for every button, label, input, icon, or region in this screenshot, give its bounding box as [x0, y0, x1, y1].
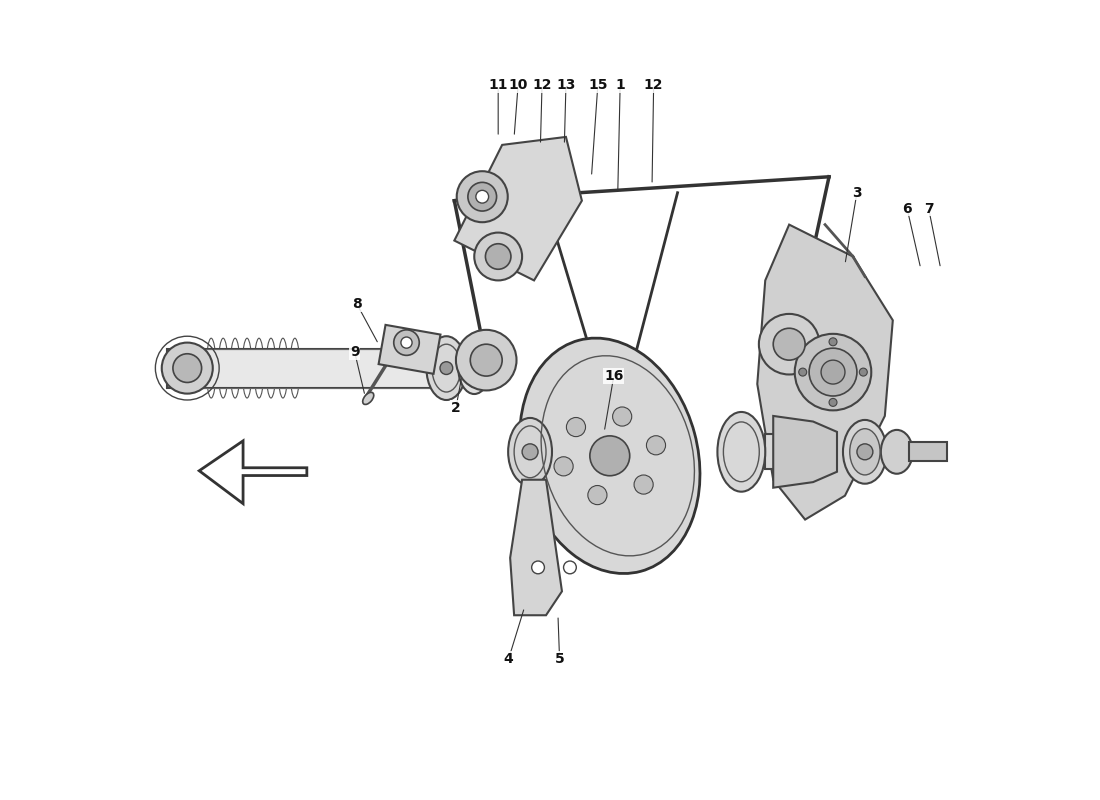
Circle shape: [531, 561, 544, 574]
Ellipse shape: [508, 418, 552, 486]
Circle shape: [471, 344, 503, 376]
Circle shape: [829, 398, 837, 406]
Text: 7: 7: [924, 202, 934, 216]
Circle shape: [400, 337, 412, 348]
Ellipse shape: [843, 420, 887, 484]
Ellipse shape: [519, 338, 700, 574]
Circle shape: [522, 444, 538, 460]
Circle shape: [859, 368, 867, 376]
Polygon shape: [773, 416, 837, 488]
Circle shape: [456, 171, 508, 222]
Text: 5: 5: [554, 652, 564, 666]
Circle shape: [394, 330, 419, 355]
Text: 9: 9: [350, 345, 360, 359]
Text: 15: 15: [588, 78, 607, 92]
Text: 1: 1: [615, 78, 625, 92]
Circle shape: [829, 338, 837, 346]
Ellipse shape: [427, 336, 466, 400]
Circle shape: [799, 368, 806, 376]
Circle shape: [566, 418, 585, 437]
Circle shape: [647, 436, 666, 455]
Ellipse shape: [881, 430, 913, 474]
Text: 3: 3: [852, 186, 861, 200]
Polygon shape: [510, 480, 562, 615]
Circle shape: [587, 486, 607, 505]
Text: 6: 6: [902, 202, 912, 216]
Text: 4: 4: [504, 652, 514, 666]
Bar: [909, 442, 947, 462]
Polygon shape: [757, 225, 893, 519]
Ellipse shape: [717, 412, 766, 492]
Text: 12: 12: [644, 78, 663, 92]
Circle shape: [613, 407, 631, 426]
Circle shape: [476, 190, 488, 203]
Bar: [167, 349, 447, 388]
Circle shape: [474, 233, 522, 281]
Text: 11: 11: [488, 78, 508, 92]
Circle shape: [590, 436, 629, 476]
Circle shape: [455, 330, 517, 390]
Circle shape: [759, 314, 820, 374]
Text: 12: 12: [532, 78, 552, 92]
Bar: [766, 434, 829, 470]
Text: 16: 16: [604, 369, 624, 383]
Circle shape: [821, 360, 845, 384]
Ellipse shape: [850, 429, 880, 475]
Circle shape: [468, 182, 496, 211]
Circle shape: [634, 475, 653, 494]
Circle shape: [554, 457, 573, 476]
Polygon shape: [454, 137, 582, 281]
Circle shape: [173, 354, 201, 382]
Circle shape: [485, 244, 510, 270]
Circle shape: [162, 342, 212, 394]
Circle shape: [773, 328, 805, 360]
Polygon shape: [199, 441, 307, 504]
Text: 2: 2: [451, 401, 461, 415]
Text: 10: 10: [508, 78, 528, 92]
Ellipse shape: [459, 342, 491, 394]
Text: 13: 13: [557, 78, 575, 92]
Circle shape: [794, 334, 871, 410]
Bar: [378, 325, 440, 374]
Text: 8: 8: [352, 298, 362, 311]
Circle shape: [810, 348, 857, 396]
Circle shape: [440, 362, 453, 374]
Circle shape: [857, 444, 873, 460]
Ellipse shape: [363, 392, 374, 405]
Circle shape: [563, 561, 576, 574]
